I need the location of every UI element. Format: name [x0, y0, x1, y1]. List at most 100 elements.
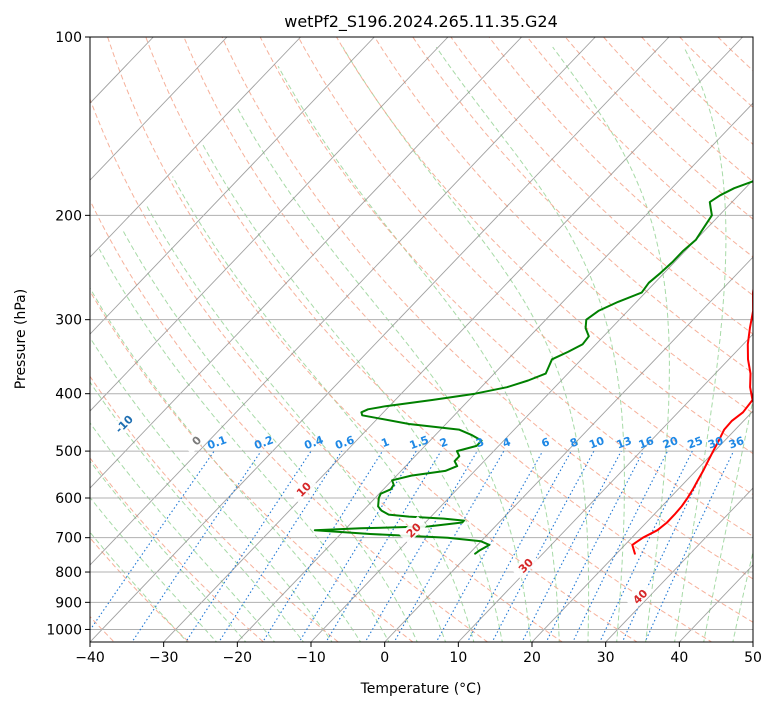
dry-adiabat [336, 37, 753, 455]
mixing-ratio-label: 0.4 [302, 433, 325, 452]
y-tick-label: 300 [55, 313, 82, 329]
isotherm-line [90, 37, 670, 642]
isotherm-line [163, 37, 743, 642]
mixing-ratio-label: 1.5 [408, 433, 431, 452]
x-tick-label: 0 [380, 650, 389, 666]
mixing-ratio-line [599, 450, 693, 642]
mixing-ratio-line [298, 450, 417, 642]
temperature-profile-line [631, 285, 753, 555]
isotherm-line [90, 37, 449, 412]
y-tick-label: 800 [55, 565, 82, 581]
x-tick-label: −20 [223, 650, 253, 666]
mixing-ratio-label: 30 [706, 434, 725, 452]
x-tick-label: 10 [449, 650, 467, 666]
x-tick-label: 40 [670, 650, 688, 666]
dry-adiabat [183, 37, 753, 623]
x-tick-label: −40 [75, 650, 105, 666]
mixing-ratio-label: 13 [615, 434, 634, 451]
mixing-ratio-line [131, 450, 262, 642]
mixing-ratio-line [572, 450, 669, 642]
mixing-ratio-label: 0.1 [206, 433, 229, 452]
moist-adiabat [90, 287, 362, 642]
mixing-ratio-label: 3 [474, 435, 486, 450]
moist-adiabat [122, 230, 418, 642]
y-tick-label: 200 [55, 208, 82, 224]
moist-adiabat [90, 460, 247, 642]
plot-frame [89, 36, 754, 643]
moist-adiabat [90, 531, 188, 642]
dry-adiabat [297, 37, 753, 496]
dry-adiabat [90, 457, 265, 642]
isotherm-line [90, 37, 522, 489]
dry-adiabat [221, 37, 753, 580]
dry-adiabat [145, 37, 713, 642]
dry-adiabat [90, 97, 564, 642]
moist-adiabat [237, 108, 532, 642]
mixing-ratio-label: 36 [727, 434, 746, 452]
isotherm-line [237, 102, 753, 642]
mixing-ratio-line [185, 450, 312, 642]
dry-adiabat [90, 375, 340, 642]
y-tick-label: 900 [55, 595, 82, 611]
moist-adiabat [90, 422, 276, 642]
moist-adiabat [90, 381, 305, 642]
isotherm-line [531, 410, 753, 642]
mixing-ratio-line [545, 450, 644, 642]
label-background [109, 409, 138, 438]
isotherm-line [90, 37, 596, 566]
y-tick-label: 500 [55, 444, 82, 460]
mixing-ratio-label: 0.2 [252, 433, 275, 452]
isotherm-line [90, 37, 375, 335]
moist-adiabat [98, 248, 390, 642]
x-tick-label: −10 [296, 650, 326, 666]
mixing-ratio-line [521, 450, 622, 642]
dry-adiabat [107, 37, 638, 642]
mixing-ratio-label: 20 [661, 434, 680, 452]
moist-adiabat [277, 65, 560, 642]
y-axis-title: Pressure (hPa) [13, 289, 29, 389]
label-background [625, 582, 654, 610]
mixing-ratio-line [262, 450, 383, 642]
dry-adiabat [450, 37, 753, 335]
mixing-ratio-line [325, 450, 442, 642]
y-tick-label: 700 [55, 531, 82, 547]
dry-adiabat [259, 37, 753, 537]
x-tick-label: −30 [149, 650, 179, 666]
x-tick-label: 50 [744, 650, 762, 666]
mixing-ratio-label: 1 [379, 435, 391, 450]
mixing-ratio-label: 6 [540, 435, 552, 450]
y-tick-label: 600 [55, 491, 82, 507]
x-axis-title: Temperature (°C) [360, 681, 482, 697]
chart-title: wetPf2_S196.2024.265.11.35.G24 [284, 12, 558, 32]
mixing-ratio-label: 2 [438, 435, 450, 450]
y-tick-label: 1000 [46, 622, 82, 638]
x-tick-label: 20 [523, 650, 541, 666]
y-tick-label: 100 [55, 30, 82, 46]
mixing-ratio-line [364, 450, 478, 642]
y-tick-label: 400 [55, 387, 82, 403]
label-background [399, 516, 427, 544]
moist-adiabat [172, 176, 475, 642]
label-background [182, 426, 210, 455]
isotherm-line [90, 37, 301, 258]
mixing-ratio-label: 0.6 [333, 433, 356, 452]
dewpoint-profile-line [313, 180, 753, 555]
dry-adiabat [374, 37, 753, 414]
dry-adiabat [90, 537, 190, 642]
mixing-ratio-label: 25 [686, 434, 705, 451]
dry-adiabat [488, 37, 753, 296]
x-tick-label: 30 [597, 650, 615, 666]
mixing-ratio-line [435, 450, 544, 642]
isotherm-line [90, 37, 228, 181]
label-background [289, 475, 318, 503]
mixing-ratio-line [218, 450, 343, 642]
mixing-ratio-line [90, 450, 215, 632]
label-background [511, 551, 540, 579]
isotherm-line [605, 487, 753, 642]
mixing-ratio-label: 16 [637, 434, 656, 452]
mixing-ratio-label: 8 [568, 435, 580, 450]
mixing-ratio-label: 10 [587, 434, 606, 452]
mixing-ratio-label: 4 [501, 435, 513, 450]
moist-adiabat [145, 204, 447, 642]
